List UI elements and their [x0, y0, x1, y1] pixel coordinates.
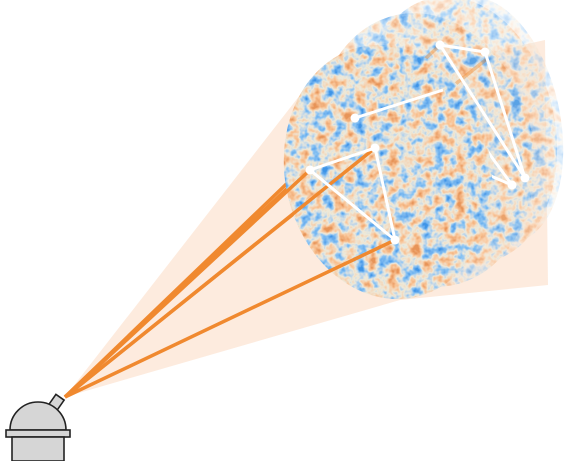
dome	[9, 401, 67, 431]
point	[507, 180, 517, 190]
point	[305, 165, 315, 175]
sight-line	[63, 146, 377, 399]
point	[370, 143, 380, 153]
point	[520, 173, 530, 183]
triangle-edge	[354, 88, 444, 120]
point	[480, 47, 490, 57]
front-sight-lines	[63, 146, 396, 399]
point	[390, 235, 400, 245]
triangle	[306, 146, 398, 244]
sight-line	[64, 238, 396, 399]
triangle	[436, 43, 527, 179]
sight-line	[63, 168, 312, 399]
building	[11, 436, 65, 461]
front-points	[305, 113, 400, 245]
point	[435, 40, 445, 50]
point	[350, 113, 360, 123]
observatory	[5, 393, 71, 461]
dome-base	[5, 429, 71, 438]
